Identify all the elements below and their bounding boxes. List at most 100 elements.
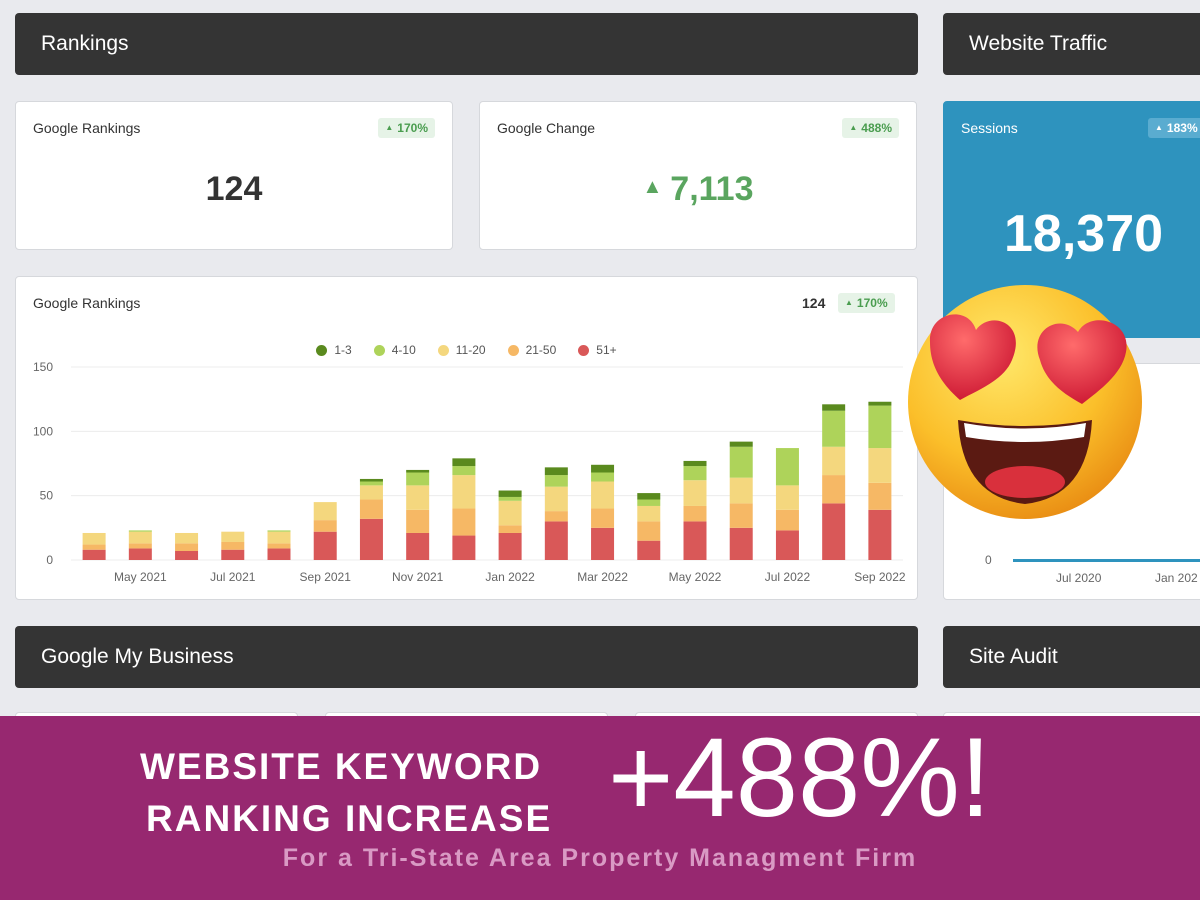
- bar-segment[interactable]: [498, 532, 522, 560]
- bar-segment[interactable]: [267, 530, 291, 532]
- bar-segment[interactable]: [406, 509, 430, 533]
- bar-segment[interactable]: [822, 410, 846, 447]
- bar-segment[interactable]: [544, 521, 568, 560]
- bar-segment[interactable]: [359, 518, 383, 560]
- bar-segment[interactable]: [591, 472, 615, 482]
- bar-segment[interactable]: [729, 446, 753, 478]
- y-tick-label: 100: [33, 424, 53, 438]
- legend-label: 1-3: [334, 343, 352, 357]
- bar-segment[interactable]: [175, 543, 199, 551]
- bar-segment[interactable]: [683, 505, 707, 522]
- bar-segment[interactable]: [637, 499, 661, 506]
- google-my-business-header-title: Google My Business: [41, 645, 234, 668]
- bar-segment[interactable]: [82, 532, 106, 545]
- bar-segment[interactable]: [128, 530, 152, 532]
- bar-segment[interactable]: [175, 550, 199, 560]
- bar-segment[interactable]: [498, 490, 522, 497]
- bar-segment[interactable]: [452, 535, 476, 560]
- google-rankings-chart-card[interactable]: Google Rankings 124 ▲ 170% 1-3 4-10 11-20 21…: [15, 276, 918, 600]
- bar-segment[interactable]: [683, 521, 707, 560]
- sessions-card-title: Sessions: [961, 120, 1018, 136]
- legend-item[interactable]: 4-10: [373, 343, 416, 357]
- bar-segment[interactable]: [359, 481, 383, 486]
- rankings-chart-total: 124: [802, 295, 826, 311]
- bar-segment[interactable]: [128, 531, 152, 544]
- legend-item[interactable]: 51+: [578, 343, 617, 357]
- bar-segment[interactable]: [822, 475, 846, 504]
- bar-segment[interactable]: [452, 466, 476, 476]
- bar-segment[interactable]: [729, 503, 753, 528]
- legend-item[interactable]: 21-50: [507, 343, 557, 357]
- bar-segment[interactable]: [683, 480, 707, 506]
- bar-segment[interactable]: [591, 481, 615, 509]
- website-traffic-header-title: Website Traffic: [969, 32, 1108, 55]
- bar-segment[interactable]: [775, 448, 799, 486]
- bar-segment[interactable]: [591, 464, 615, 473]
- x-tick-label: May 2022: [669, 570, 722, 584]
- bar-segment[interactable]: [406, 485, 430, 510]
- bar-segment[interactable]: [868, 448, 892, 483]
- bar-segment[interactable]: [868, 401, 892, 406]
- bar-segment[interactable]: [683, 466, 707, 481]
- bar-segment[interactable]: [637, 540, 661, 560]
- bar-segment[interactable]: [452, 475, 476, 509]
- bar-segment[interactable]: [82, 549, 106, 560]
- google-change-card[interactable]: Google Change ▲ 488% ▲ 7,113: [479, 101, 917, 250]
- bar-segment[interactable]: [221, 549, 245, 560]
- bar-segment[interactable]: [775, 485, 799, 510]
- bar-segment[interactable]: [313, 520, 337, 532]
- bar-segment[interactable]: [498, 500, 522, 526]
- bar-segment[interactable]: [591, 527, 615, 560]
- bar-segment[interactable]: [822, 404, 846, 411]
- bar-segment[interactable]: [544, 486, 568, 512]
- bar-segment[interactable]: [452, 508, 476, 536]
- bar-segment[interactable]: [683, 460, 707, 467]
- traffic-x-tick: Jan 202: [1155, 571, 1198, 585]
- bar-segment[interactable]: [313, 502, 337, 521]
- bar-segment[interactable]: [868, 405, 892, 449]
- bar-segment[interactable]: [775, 509, 799, 531]
- y-tick-label: 0: [46, 553, 53, 567]
- bar-segment[interactable]: [452, 458, 476, 467]
- bar-segment[interactable]: [359, 499, 383, 519]
- bar-segment[interactable]: [267, 531, 291, 544]
- x-tick-label: Nov 2021: [392, 570, 444, 584]
- bar-segment[interactable]: [128, 543, 152, 549]
- bar-segment[interactable]: [406, 469, 430, 473]
- bar-segment[interactable]: [267, 543, 291, 549]
- bar-segment[interactable]: [822, 446, 846, 476]
- bar-segment[interactable]: [775, 530, 799, 560]
- bar-segment[interactable]: [498, 496, 522, 501]
- bar-segment[interactable]: [591, 508, 615, 528]
- legend-item[interactable]: 11-20: [437, 343, 486, 357]
- bar-segment[interactable]: [175, 532, 199, 544]
- legend-label: 21-50: [525, 343, 557, 357]
- bar-segment[interactable]: [267, 548, 291, 560]
- bar-segment[interactable]: [637, 521, 661, 541]
- bar-segment[interactable]: [868, 482, 892, 510]
- bar-segment[interactable]: [637, 505, 661, 522]
- bar-segment[interactable]: [359, 478, 383, 482]
- bar-segment[interactable]: [868, 509, 892, 560]
- bar-segment[interactable]: [313, 531, 337, 560]
- bar-segment[interactable]: [221, 541, 245, 550]
- bar-segment[interactable]: [822, 503, 846, 560]
- bar-segment[interactable]: [729, 527, 753, 560]
- x-tick-label: Jul 2022: [765, 570, 811, 584]
- bar-segment[interactable]: [221, 531, 245, 542]
- bar-segment[interactable]: [637, 493, 661, 500]
- bar-segment[interactable]: [544, 475, 568, 487]
- bar-segment[interactable]: [729, 477, 753, 504]
- bar-segment[interactable]: [128, 548, 152, 560]
- bar-segment[interactable]: [406, 532, 430, 560]
- google-rankings-card[interactable]: Google Rankings ▲ 170% 124: [15, 101, 453, 250]
- bar-segment[interactable]: [498, 525, 522, 533]
- bar-segment[interactable]: [544, 511, 568, 522]
- bar-segment[interactable]: [82, 544, 106, 550]
- legend-item[interactable]: 1-3: [316, 343, 352, 357]
- bar-segment[interactable]: [359, 485, 383, 500]
- google-change-value-row: ▲ 7,113: [480, 170, 916, 209]
- bar-segment[interactable]: [406, 472, 430, 486]
- bar-segment[interactable]: [729, 441, 753, 447]
- bar-segment[interactable]: [544, 467, 568, 476]
